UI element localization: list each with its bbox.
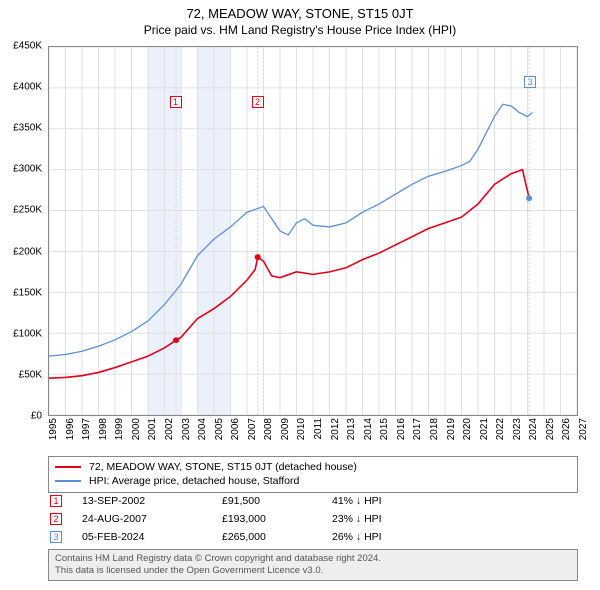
legend-item-property: 72, MEADOW WAY, STONE, ST15 0JT (detache… [55, 460, 571, 474]
x-tick-label: 2006 [230, 418, 241, 440]
attribution-line-1: Contains HM Land Registry data © Crown c… [55, 553, 571, 565]
y-tick-label: £250K [13, 205, 42, 216]
y-axis: £0£50K£100K£150K£200K£250K£300K£350K£400… [0, 46, 46, 416]
x-tick-label: 2011 [313, 418, 324, 440]
x-tick-label: 2024 [528, 418, 539, 440]
x-tick-label: 2016 [396, 418, 407, 440]
x-tick-label: 2002 [164, 418, 175, 440]
y-tick-label: £0 [31, 411, 42, 422]
legend-label: 72, MEADOW WAY, STONE, ST15 0JT (detache… [89, 461, 357, 473]
x-tick-label: 2012 [330, 418, 341, 440]
x-tick-label: 2026 [561, 418, 572, 440]
chart-title-block: 72, MEADOW WAY, STONE, ST15 0JT Price pa… [0, 0, 600, 37]
transaction-marker-3: 3 [524, 76, 536, 88]
y-tick-label: £350K [13, 123, 42, 134]
transaction-marker-1: 1 [170, 96, 182, 108]
x-tick-label: 2021 [479, 418, 490, 440]
transaction-marker-2: 2 [252, 96, 264, 108]
x-tick-label: 2015 [379, 418, 390, 440]
annotation-marker: 3 [50, 531, 62, 543]
legend-item-hpi: HPI: Average price, detached house, Staf… [55, 474, 571, 488]
chart-plot [48, 46, 578, 416]
annotation-marker: 1 [50, 495, 62, 507]
x-tick-label: 1995 [48, 418, 59, 440]
annotation-price: £265,000 [222, 531, 332, 543]
annotation-price: £193,000 [222, 513, 332, 525]
x-tick-label: 2004 [197, 418, 208, 440]
annotation-delta: 23% ↓ HPI [332, 513, 382, 525]
y-tick-label: £200K [13, 246, 42, 257]
x-tick-label: 2003 [181, 418, 192, 440]
x-axis: 1995 1996 1997 1998 1999 2000 2001 2002 2003 2004… [48, 416, 578, 456]
transaction-annotations: 1 13-SEP-2002£91,50041% ↓ HPI 2 24-AUG-2007… [48, 492, 578, 546]
x-tick-label: 2010 [296, 418, 307, 440]
annotation-delta: 41% ↓ HPI [332, 495, 382, 507]
annotation-row-2: 2 24-AUG-2007£193,00023% ↓ HPI [48, 510, 578, 528]
annotation-row-3: 3 05-FEB-2024£265,00026% ↓ HPI [48, 528, 578, 546]
y-tick-label: £50K [19, 369, 42, 380]
x-tick-label: 2009 [280, 418, 291, 440]
x-tick-label: 2007 [247, 418, 258, 440]
legend-swatch [55, 480, 81, 482]
legend-label: HPI: Average price, detached house, Staf… [89, 475, 299, 487]
annotation-date: 13-SEP-2002 [82, 495, 222, 507]
y-tick-label: £300K [13, 164, 42, 175]
x-tick-label: 2019 [446, 418, 457, 440]
y-tick-label: £400K [13, 82, 42, 93]
x-tick-label: 2008 [263, 418, 274, 440]
attribution-line-2: This data is licensed under the Open Gov… [55, 565, 571, 577]
annotation-row-1: 1 13-SEP-2002£91,50041% ↓ HPI [48, 492, 578, 510]
x-tick-label: 2027 [578, 418, 589, 440]
legend: 72, MEADOW WAY, STONE, ST15 0JT (detache… [48, 456, 578, 493]
y-tick-label: £100K [13, 328, 42, 339]
x-tick-label: 2020 [462, 418, 473, 440]
x-tick-label: 2005 [214, 418, 225, 440]
x-tick-label: 2001 [147, 418, 158, 440]
annotation-date: 24-AUG-2007 [82, 513, 222, 525]
y-tick-label: £150K [13, 287, 42, 298]
annotation-delta: 26% ↓ HPI [332, 531, 382, 543]
legend-swatch [55, 466, 81, 468]
x-tick-label: 1999 [114, 418, 125, 440]
x-tick-label: 2017 [412, 418, 423, 440]
annotation-price: £91,500 [222, 495, 332, 507]
x-tick-label: 2025 [545, 418, 556, 440]
chart-subtitle: Price paid vs. HM Land Registry's House … [0, 23, 600, 37]
x-tick-label: 1996 [65, 418, 76, 440]
x-tick-label: 2014 [363, 418, 374, 440]
chart-title: 72, MEADOW WAY, STONE, ST15 0JT [0, 6, 600, 21]
x-tick-label: 2013 [346, 418, 357, 440]
x-tick-label: 1998 [98, 418, 109, 440]
chart-area: 1 2 3 [48, 46, 578, 416]
x-tick-label: 2018 [429, 418, 440, 440]
x-tick-label: 1997 [81, 418, 92, 440]
x-tick-label: 2023 [512, 418, 523, 440]
y-tick-label: £450K [13, 41, 42, 52]
x-tick-label: 2022 [495, 418, 506, 440]
annotation-marker: 2 [50, 513, 62, 525]
attribution-footer: Contains HM Land Registry data © Crown c… [48, 549, 578, 581]
x-tick-label: 2000 [131, 418, 142, 440]
annotation-date: 05-FEB-2024 [82, 531, 222, 543]
